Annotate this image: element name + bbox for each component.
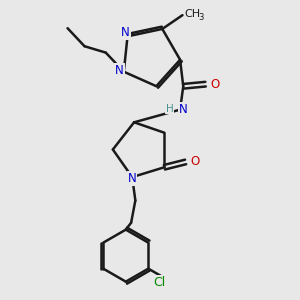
Text: H: H [166,103,173,114]
Text: 3: 3 [198,13,203,22]
Text: N: N [121,26,130,39]
Text: CH: CH [184,9,201,19]
Text: O: O [210,78,219,91]
Text: O: O [190,155,199,168]
Text: N: N [179,103,188,116]
Text: N: N [115,64,124,77]
Text: Cl: Cl [153,276,165,289]
Text: N: N [128,172,136,185]
